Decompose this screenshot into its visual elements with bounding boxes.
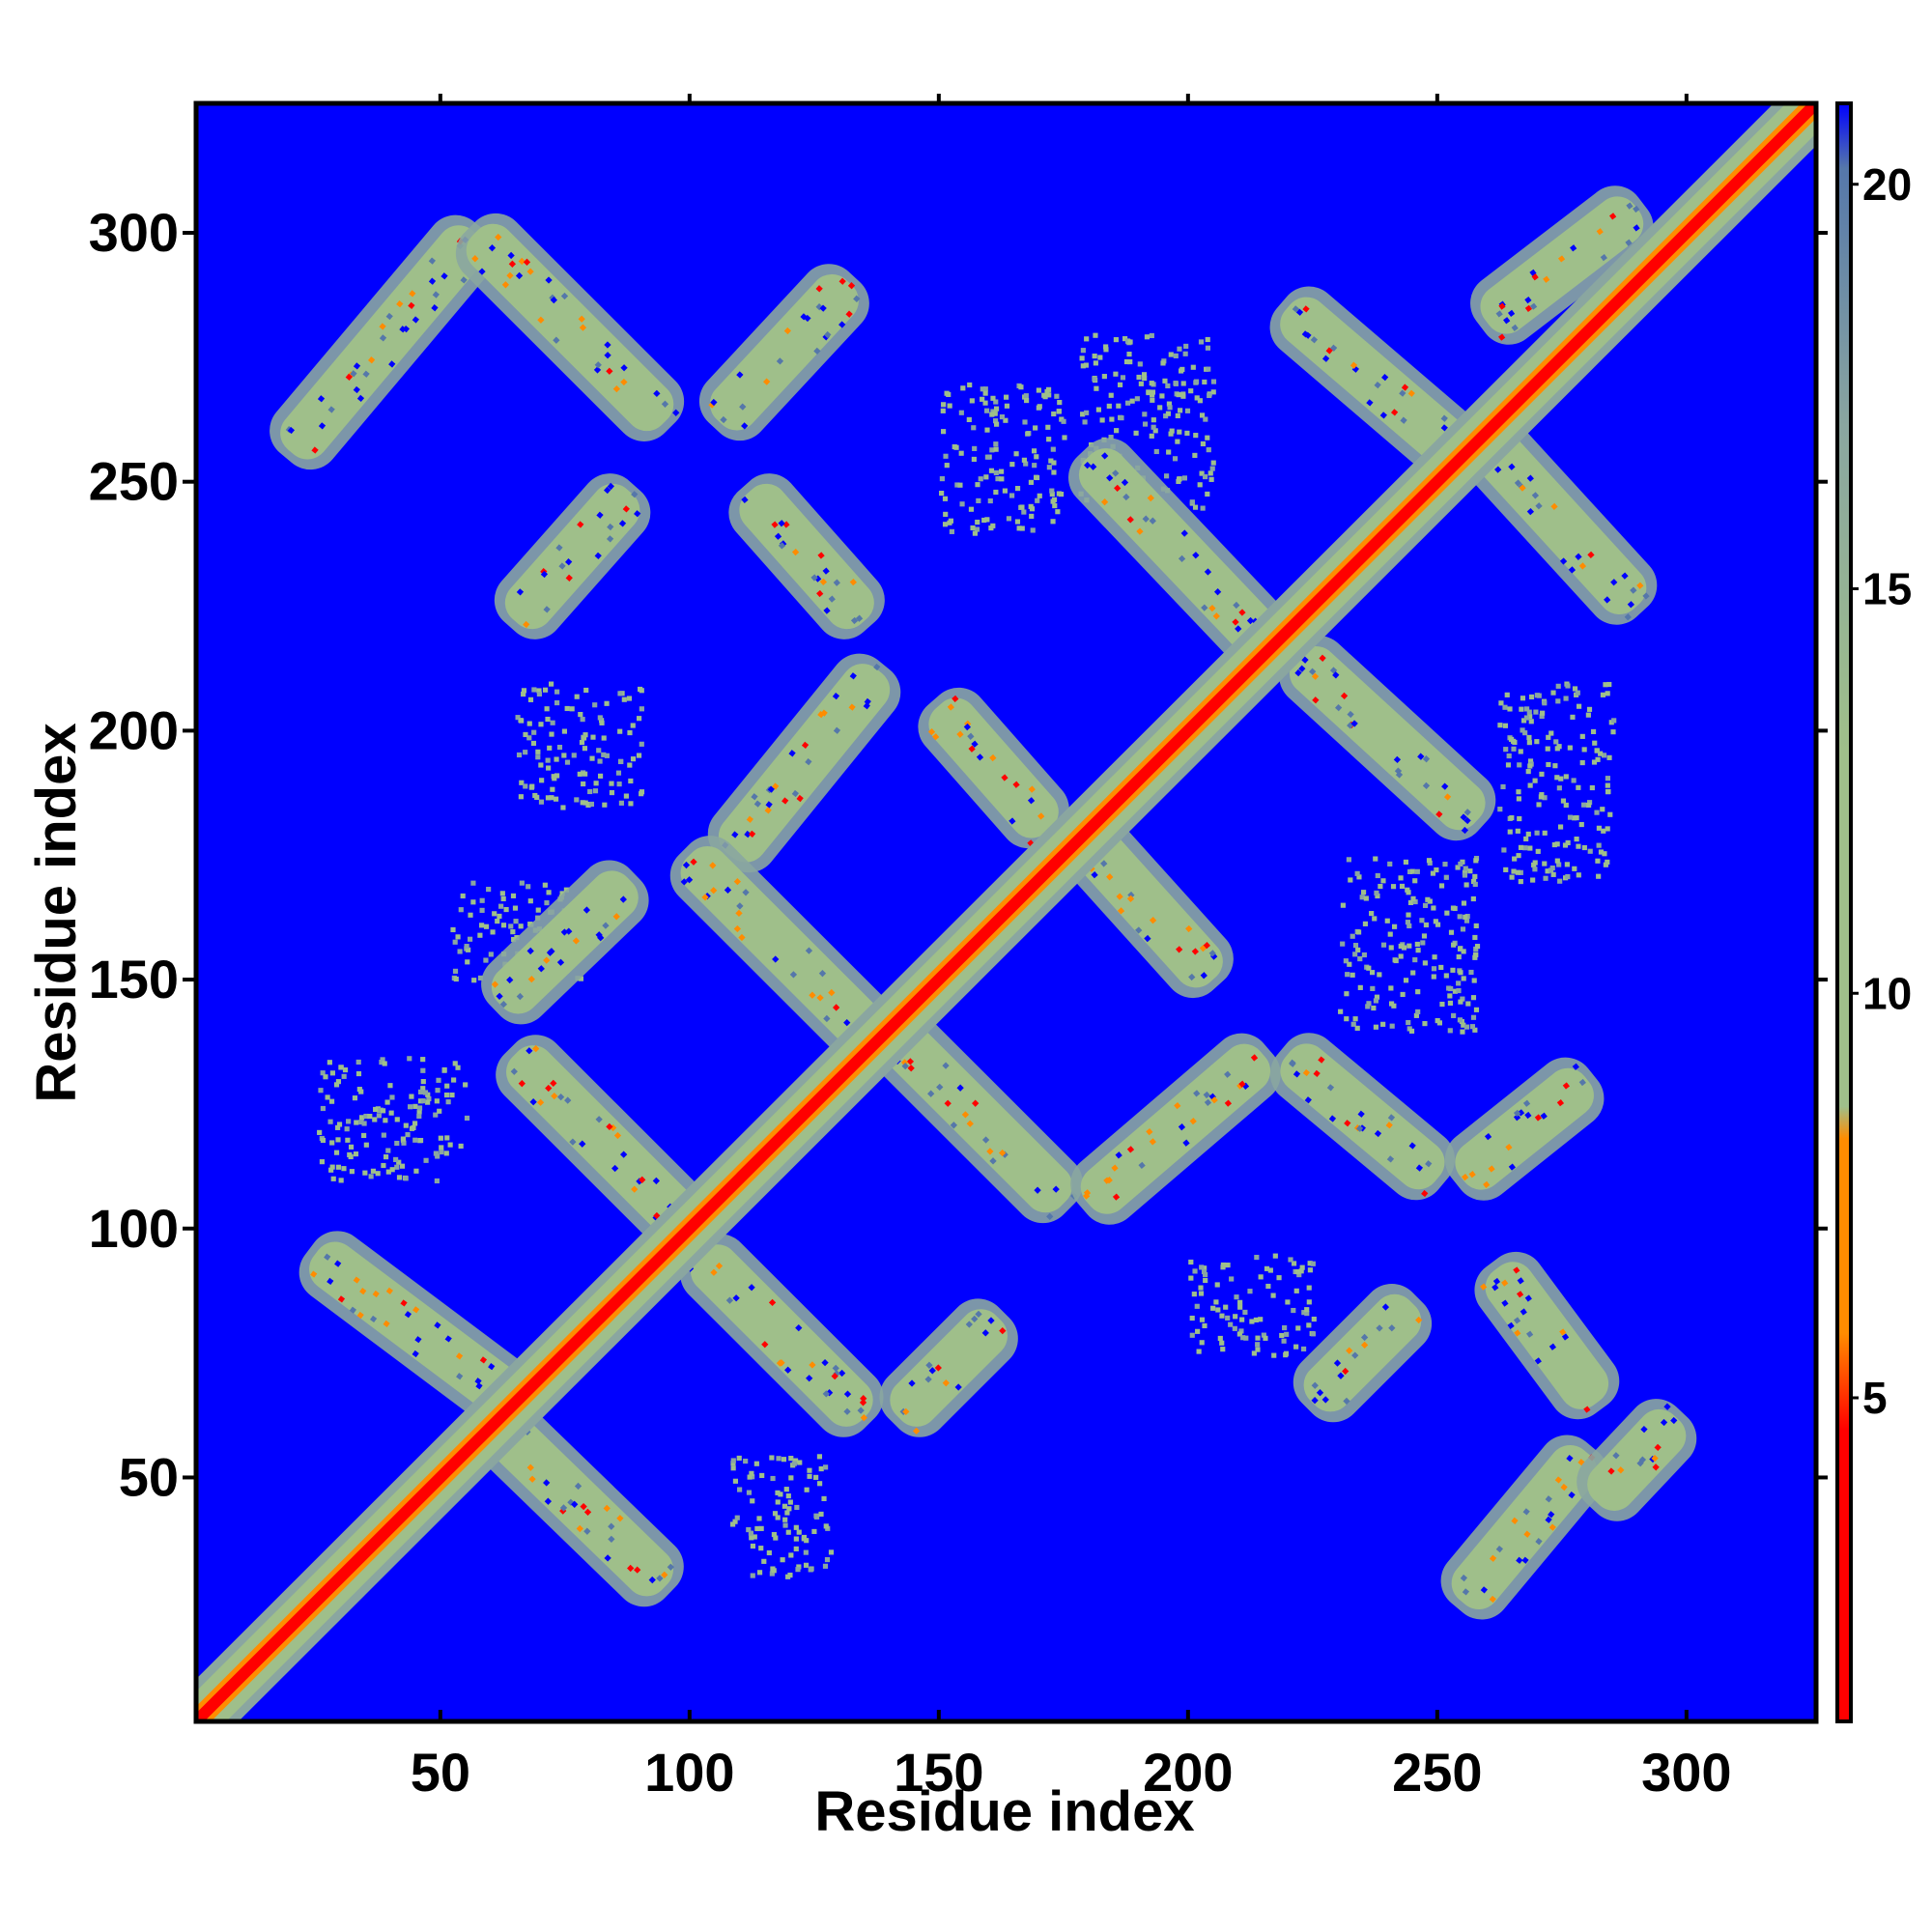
x-tick-label: 250 — [1392, 1742, 1482, 1803]
heatmap-band-contact — [680, 1234, 884, 1437]
y-tick-label: 100 — [89, 1198, 179, 1259]
heatmap-band-sparse — [939, 382, 1067, 536]
heatmap-band-contact — [728, 473, 885, 639]
heatmap-band-contact — [1457, 412, 1658, 625]
heatmap-band-contact — [1440, 1435, 1608, 1620]
y-tick-label: 50 — [119, 1446, 179, 1507]
heatmap-band-contact — [494, 473, 651, 639]
heatmap-band-contact — [1070, 1033, 1281, 1225]
y-tick-label: 200 — [89, 699, 179, 760]
colorbar-tick-label: 5 — [1862, 1373, 1888, 1423]
heatmap-band-contact — [455, 213, 685, 441]
heatmap-band-contact — [1577, 1399, 1697, 1521]
colorbar: 5 10 15 20 — [1835, 101, 1912, 1723]
x-axis-ticks: 50 100 150 200 250 300 — [411, 94, 1732, 1803]
heatmap-band-contact — [1269, 1033, 1456, 1201]
x-tick-label: 150 — [894, 1742, 983, 1803]
heatmap-band-sparse — [515, 681, 645, 810]
colorbar-tick-label: 20 — [1862, 159, 1912, 210]
colorbar-tick-label: 10 — [1862, 968, 1912, 1018]
y-axis-ticks: 50 100 150 200 250 300 — [89, 202, 1828, 1507]
heatmap-band-sparse — [1497, 681, 1617, 885]
y-tick-label: 250 — [89, 451, 179, 512]
heatmap-band-sparse — [1188, 1253, 1317, 1358]
y-tick-label: 300 — [89, 202, 179, 263]
heatmap-band-contact — [1068, 438, 1298, 675]
colorbar-tick-label: 15 — [1862, 564, 1912, 614]
heatmap-band-sparse — [1338, 855, 1481, 1035]
heatmap-band-contact — [298, 1231, 532, 1426]
heatmap-band-contact — [879, 1298, 1018, 1437]
heatmap-band-contact — [1293, 1283, 1433, 1423]
heatmap-band-diagonal — [196, 103, 1816, 1721]
x-tick-label: 50 — [411, 1742, 470, 1803]
x-tick-label: 300 — [1641, 1742, 1731, 1803]
heatmap-band-contact — [1279, 636, 1496, 841]
heatmap-band-contact — [270, 214, 497, 470]
heatmap-band-contact — [480, 1407, 684, 1607]
heatmap-band-contact — [481, 860, 649, 1025]
x-tick-label: 100 — [644, 1742, 734, 1803]
heatmap-band-sparse — [730, 1454, 835, 1579]
plot-frame — [193, 100, 1819, 1724]
y-tick-label: 150 — [89, 949, 179, 1009]
x-tick-label: 200 — [1143, 1742, 1233, 1803]
y-axis-label: Residue index — [25, 723, 88, 1102]
heatmap-plot-area — [196, 103, 1816, 1721]
heatmap-band-contact — [1474, 1251, 1620, 1420]
colorbar-gradient — [1835, 101, 1853, 1723]
heatmap-band-contact — [1444, 1057, 1605, 1201]
heatmap-band-contact — [707, 653, 901, 873]
heatmap-band-sparse — [317, 1056, 470, 1184]
heatmap-band-contact — [918, 687, 1069, 849]
heatmap-band-contact — [698, 264, 869, 441]
heatmap-band-contact — [1470, 185, 1654, 345]
x-axis-label: Residue index — [814, 1780, 1194, 1843]
